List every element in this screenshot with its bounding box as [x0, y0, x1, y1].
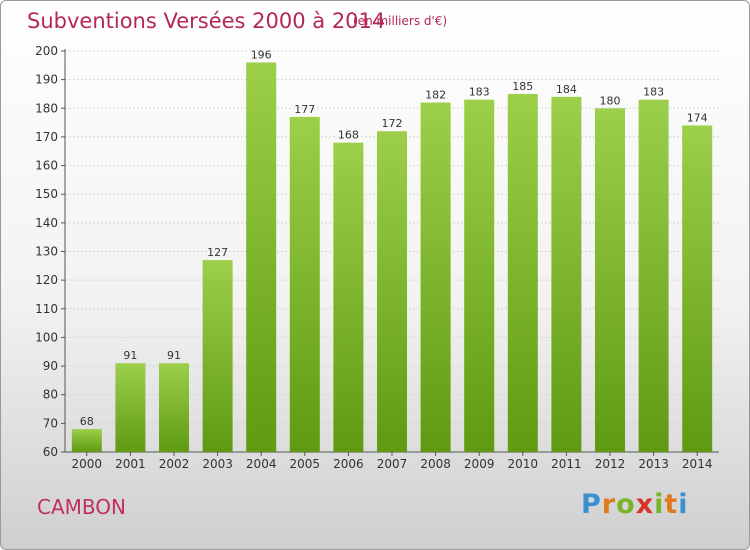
x-tick-label: 2011 [551, 457, 582, 471]
x-tick-label: 2012 [595, 457, 626, 471]
data-labels: 68 91 91 127 196 177 168 172 182 183 185 184 180 183 1… [80, 48, 708, 428]
x-tick-label: 2010 [508, 457, 539, 471]
bar [595, 108, 625, 453]
y-tick-label: 150 [35, 187, 58, 201]
y-tick-label: 180 [35, 101, 58, 115]
x-tick-label: 2004 [246, 457, 277, 471]
bar-value-label: 177 [294, 103, 315, 116]
bar [289, 116, 320, 452]
y-tick-label: 170 [35, 130, 58, 144]
bar [464, 99, 495, 452]
x-tick-label: 2000 [72, 457, 103, 471]
y-tick-label: 190 [35, 73, 58, 87]
bar [246, 62, 277, 452]
bar-value-label: 184 [556, 83, 577, 96]
bars [71, 62, 713, 453]
x-tick-labels: 2000 2001 2002 2003 2004 2005 2006 2007 2008 2009… [72, 452, 713, 471]
bar-value-label: 91 [167, 349, 181, 362]
bar-value-label: 91 [123, 349, 137, 362]
y-tick-label: 130 [35, 245, 58, 259]
y-tick-labels: 60 70 80 90 100 110 120 130 140 150 160 170 180 190 20… [35, 44, 58, 459]
bar-value-label: 127 [207, 246, 228, 259]
chart-unit: (en milliers d'€) [353, 14, 448, 28]
bar-value-label: 196 [251, 48, 272, 61]
bar-value-label: 168 [338, 129, 359, 142]
x-tick-label: 2008 [420, 457, 451, 471]
y-tick-label: 160 [35, 159, 58, 173]
proxiti-logo: Proxiti [581, 489, 689, 520]
bar [202, 260, 233, 452]
x-tick-label: 2003 [202, 457, 233, 471]
x-tick-label: 2002 [159, 457, 190, 471]
bar [551, 96, 582, 452]
bar [159, 363, 189, 452]
bar-value-label: 174 [687, 111, 708, 124]
commune-name: CAMBON [37, 495, 126, 519]
y-tick-label: 120 [35, 273, 58, 287]
x-tick-label: 2009 [464, 457, 495, 471]
bar [115, 363, 146, 452]
x-tick-label: 2005 [290, 457, 321, 471]
bar [638, 99, 669, 452]
bar [507, 93, 538, 452]
chart-title: Subventions Versées 2000 à 2014 [27, 9, 386, 33]
bar-value-label: 182 [425, 89, 446, 102]
y-tick-label: 200 [35, 44, 58, 58]
bar-value-label: 68 [80, 415, 94, 428]
x-tick-label: 2006 [333, 457, 364, 471]
bar [71, 429, 102, 452]
y-tick-label: 80 [43, 388, 58, 402]
y-tick-label: 90 [43, 359, 58, 373]
x-tick-label: 2001 [115, 457, 146, 471]
bar-value-label: 183 [643, 86, 664, 99]
bar-value-label: 183 [469, 86, 490, 99]
y-tick-label: 70 [43, 416, 58, 430]
bar [377, 131, 407, 452]
x-tick-label: 2013 [638, 457, 669, 471]
bar [682, 125, 713, 452]
bar-value-label: 185 [512, 80, 533, 93]
x-tick-label: 2014 [682, 457, 713, 471]
bar [333, 142, 364, 452]
y-tick-label: 60 [43, 445, 58, 459]
y-tick-label: 100 [35, 330, 58, 344]
y-tick-label: 140 [35, 216, 58, 230]
bar [420, 102, 451, 453]
y-tick-label: 110 [35, 302, 58, 316]
bar-value-label: 180 [600, 94, 621, 107]
bar-value-label: 172 [382, 117, 403, 130]
x-tick-label: 2007 [377, 457, 408, 471]
